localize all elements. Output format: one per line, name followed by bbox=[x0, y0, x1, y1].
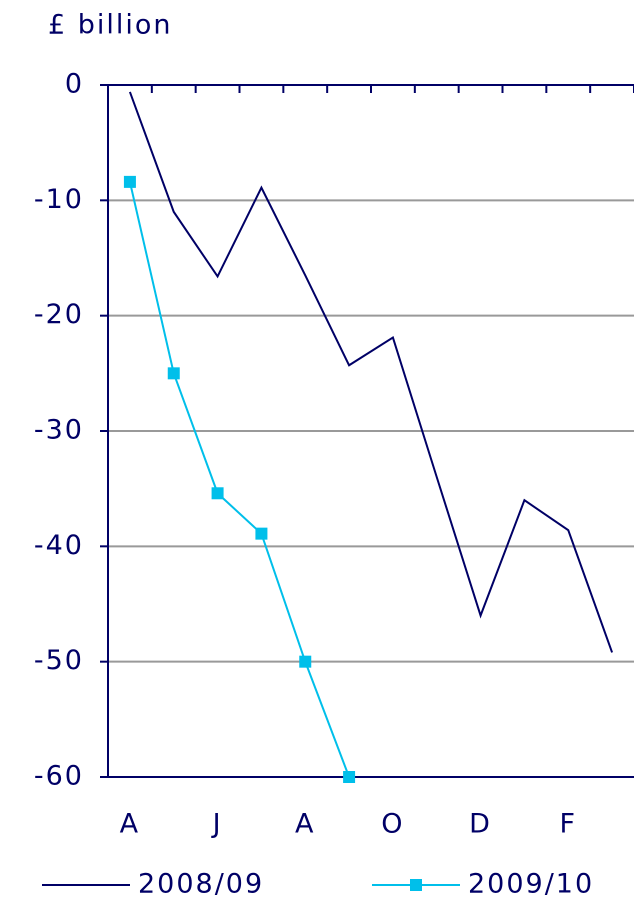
x-tick-label: F bbox=[559, 809, 577, 840]
y-tick-label: -40 bbox=[34, 530, 84, 561]
x-tick-label: O bbox=[381, 809, 404, 840]
x-tick-label: A bbox=[295, 809, 315, 840]
marker bbox=[167, 367, 180, 380]
line-series bbox=[128, 91, 614, 653]
marker bbox=[211, 487, 224, 500]
chart-title: £ billion bbox=[48, 10, 173, 41]
legend-label: 2008/09 bbox=[138, 869, 264, 900]
marker bbox=[255, 527, 268, 540]
marker bbox=[343, 771, 356, 783]
y-tick-label: -30 bbox=[34, 415, 84, 446]
legend-marker bbox=[410, 879, 422, 891]
legend-label: 2009/10 bbox=[468, 869, 594, 900]
x-tick-label: A bbox=[120, 809, 140, 840]
line-series bbox=[128, 181, 351, 778]
x-tick-label: D bbox=[469, 809, 492, 840]
x-tick-label: J bbox=[211, 809, 223, 840]
y-tick-label: -50 bbox=[34, 645, 84, 676]
y-tick-label: -60 bbox=[34, 761, 84, 792]
y-tick-label: -10 bbox=[34, 184, 84, 215]
marker bbox=[299, 655, 312, 668]
y-tick-label: 0 bbox=[65, 69, 84, 100]
y-tick-label: -20 bbox=[34, 299, 84, 330]
marker bbox=[123, 175, 136, 188]
